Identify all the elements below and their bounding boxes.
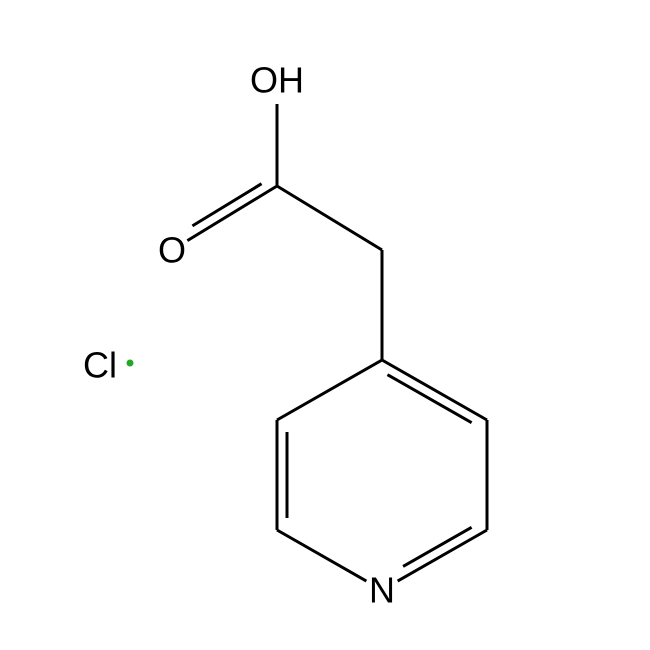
chemical-structure: OH O N Cl xyxy=(0,0,650,650)
atom-label-o2: O xyxy=(158,230,186,271)
bond-inner xyxy=(192,184,261,226)
bond xyxy=(187,186,277,241)
bond-inner xyxy=(387,375,471,423)
atom-label-n: N xyxy=(369,570,395,611)
bond-inner xyxy=(403,527,472,566)
chloride-dot-icon xyxy=(127,360,134,367)
bond xyxy=(277,360,382,420)
bond xyxy=(382,360,487,420)
bond xyxy=(277,530,366,581)
atom-label-oh: OH xyxy=(250,60,304,101)
bond xyxy=(398,530,487,581)
atom-label-cl: Cl xyxy=(83,345,117,386)
bond xyxy=(277,186,382,250)
